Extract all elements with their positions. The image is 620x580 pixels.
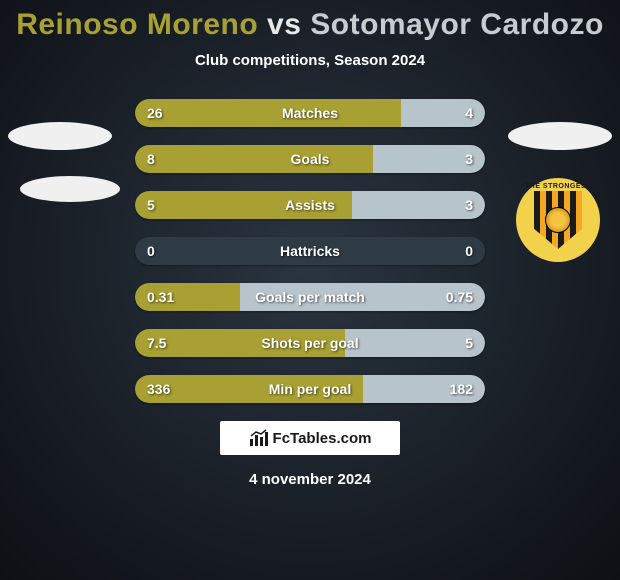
stat-row: 264Matches [135,99,485,127]
stat-row: 0.310.75Goals per match [135,283,485,311]
stat-label: Goals per match [135,283,485,311]
stat-row: 336182Min per goal [135,375,485,403]
stat-label: Assists [135,191,485,219]
badge-text: THE STRONGEST [516,183,600,190]
stat-label: Min per goal [135,375,485,403]
stat-label: Matches [135,99,485,127]
badge-shield-icon [534,191,582,249]
vs-text: vs [267,8,301,41]
player1-logo-placeholder-top [8,122,112,150]
club-badge: THE STRONGEST [516,178,600,262]
player2-name: Sotomayor Cardozo [310,8,604,41]
stat-label: Hattricks [135,237,485,265]
footer-logo[interactable]: FcTables.com [220,421,400,455]
stat-label: Goals [135,145,485,173]
player1-logo-placeholder-bottom [20,176,120,202]
page-title: Reinoso Moreno vs Sotomayor Cardozo [0,8,620,42]
stat-row: 53Assists [135,191,485,219]
badge-tiger-icon [545,207,571,233]
stat-label: Shots per goal [135,329,485,357]
stat-row: 83Goals [135,145,485,173]
chart-icon [249,429,269,447]
subtitle: Club competitions, Season 2024 [0,52,620,69]
stats-container: 264Matches 83Goals 53Assists 00Hattricks 0.3… [135,99,485,403]
player2-logo-placeholder-top [508,122,612,150]
stat-row: 00Hattricks [135,237,485,265]
player1-name: Reinoso Moreno [16,8,258,41]
footer-text: FcTables.com [273,430,372,447]
stat-row: 7.55Shots per goal [135,329,485,357]
date-text: 4 november 2024 [0,471,620,488]
